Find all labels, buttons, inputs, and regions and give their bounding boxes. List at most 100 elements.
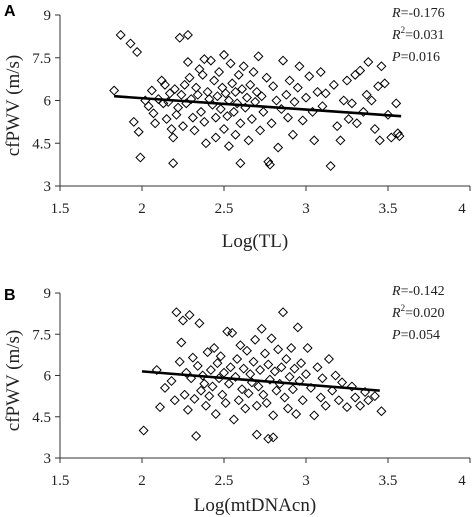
- data-point: [315, 66, 326, 78]
- data-point: [196, 106, 207, 117]
- data-point: [241, 92, 252, 103]
- y-tick-label: 7.5: [32, 51, 51, 67]
- stat-p: P=0.054: [391, 328, 440, 343]
- data-point: [379, 78, 390, 89]
- data-point: [189, 125, 200, 136]
- data-point: [264, 159, 275, 170]
- data-point: [320, 400, 331, 411]
- data-point: [394, 131, 405, 142]
- data-point: [194, 64, 205, 75]
- data-point: [210, 112, 221, 123]
- data-point: [251, 86, 262, 97]
- data-point: [176, 337, 187, 348]
- data-point: [302, 342, 313, 354]
- data-point: [222, 111, 233, 122]
- data-point: [210, 132, 221, 143]
- data-point: [187, 352, 198, 363]
- data-point: [146, 85, 157, 96]
- data-point: [309, 410, 320, 421]
- data-point: [168, 132, 179, 143]
- y-tick-label: 6: [44, 94, 52, 110]
- data-point: [271, 95, 282, 106]
- data-point: [246, 114, 257, 125]
- data-point: [215, 351, 226, 362]
- data-point: [255, 364, 266, 376]
- y-tick-label: 9: [44, 286, 52, 302]
- data-point: [355, 400, 366, 411]
- data-point: [369, 391, 380, 402]
- data-point: [268, 410, 279, 421]
- data-point: [173, 102, 184, 113]
- data-point: [228, 414, 239, 425]
- x-tick-label: 2.5: [215, 473, 234, 489]
- data-point: [304, 71, 315, 82]
- data-point: [374, 135, 385, 146]
- data-point: [258, 106, 269, 117]
- data-point: [279, 392, 290, 403]
- data-point: [358, 106, 369, 117]
- data-point: [202, 86, 213, 97]
- data-point: [292, 82, 303, 93]
- data-point: [159, 382, 170, 393]
- data-point: [261, 397, 272, 409]
- data-point: [335, 135, 346, 146]
- data-point: [179, 389, 190, 400]
- data-point: [207, 381, 218, 392]
- data-point: [192, 89, 203, 100]
- data-point: [223, 378, 234, 389]
- data-point: [264, 374, 275, 385]
- data-point: [281, 89, 292, 100]
- data-point: [186, 94, 197, 105]
- x-tick-label: 2: [138, 473, 146, 489]
- data-point: [376, 406, 387, 417]
- data-point: [312, 86, 323, 97]
- data-point: [227, 327, 238, 338]
- data-point: [235, 158, 246, 169]
- data-point: [225, 362, 236, 373]
- data-point: [230, 86, 241, 97]
- data-point: [182, 29, 193, 40]
- data-point: [317, 373, 328, 384]
- data-point: [148, 108, 159, 119]
- data-point: [171, 109, 182, 120]
- data-point: [169, 84, 180, 95]
- data-point: [263, 433, 274, 444]
- data-point: [350, 69, 361, 80]
- data-point: [222, 326, 233, 337]
- data-point: [346, 98, 357, 109]
- data-point: [214, 66, 225, 78]
- data-point: [199, 378, 210, 389]
- data-point: [182, 404, 193, 415]
- data-point: [256, 91, 267, 102]
- y-tick-label: 4.5: [32, 136, 51, 152]
- x-axis-title: Log(TL): [222, 231, 288, 252]
- data-point: [284, 371, 295, 382]
- data-point: [373, 81, 384, 92]
- data-point: [220, 397, 231, 409]
- data-point: [128, 116, 139, 127]
- data-point: [282, 403, 293, 414]
- data-point: [287, 129, 298, 140]
- data-point: [197, 69, 208, 80]
- data-point: [273, 142, 284, 153]
- data-point: [258, 389, 269, 400]
- data-point: [215, 104, 226, 115]
- data-point: [210, 408, 221, 420]
- x-tick-label: 1.5: [51, 201, 70, 217]
- data-point: [391, 98, 402, 109]
- panel-letter: A: [4, 3, 16, 20]
- data-point: [166, 375, 177, 387]
- data-point: [197, 370, 208, 381]
- data-point: [253, 381, 264, 392]
- x-tick-label: 1.5: [51, 473, 70, 489]
- data-point: [273, 344, 284, 355]
- trendline: [141, 370, 380, 392]
- data-point: [332, 121, 343, 132]
- data-point: [245, 79, 256, 90]
- y-tick-label: 3: [44, 451, 52, 467]
- data-point: [217, 389, 228, 400]
- data-point: [232, 98, 243, 109]
- data-point: [243, 388, 254, 399]
- x-tick-label: 3.5: [379, 473, 398, 489]
- y-axis-title: cfPWV (m/s): [3, 330, 24, 432]
